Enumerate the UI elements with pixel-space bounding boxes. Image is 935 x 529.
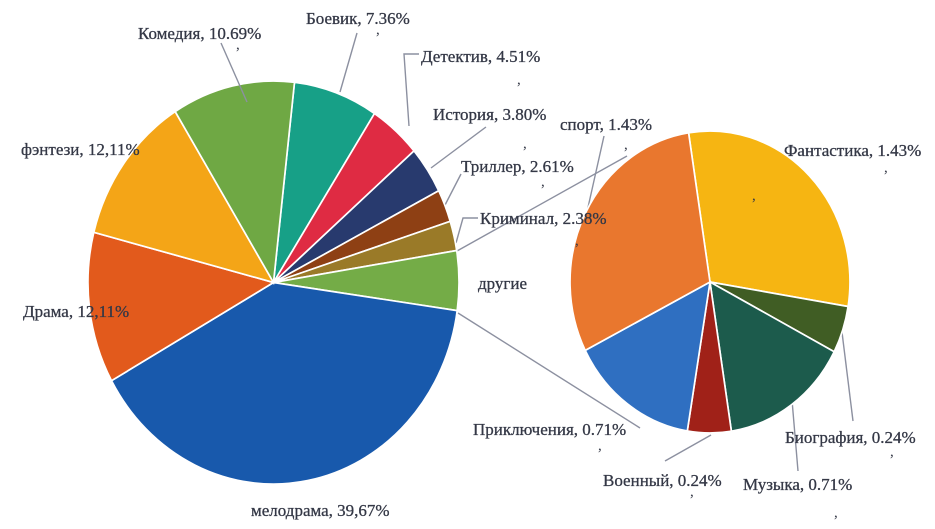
svg-text:,: , [624,137,628,153]
svg-text:,: , [690,484,694,500]
svg-text:,: , [752,188,756,204]
svg-text:Военный, 0.24%: Военный, 0.24% [603,471,722,490]
svg-text:,: , [541,174,545,190]
svg-text:Боевик, 7.36%: Боевик, 7.36% [306,9,410,28]
svg-text:,: , [598,438,602,454]
svg-text:,: , [884,160,888,176]
svg-text:другие: другие [478,274,527,293]
svg-text:Триллер, 2.61%: Триллер, 2.61% [461,157,574,176]
svg-text:Комедия, 10.69%: Комедия, 10.69% [138,24,261,43]
svg-text:Детектив, 4.51%: Детектив, 4.51% [421,47,540,66]
svg-text:,: , [523,136,527,152]
svg-text:фэнтези, 12,11%: фэнтези, 12,11% [21,140,140,159]
svg-text:Биография, 0.24%: Биография, 0.24% [785,428,916,447]
svg-text:,: , [376,22,380,38]
svg-text:,: , [575,233,579,249]
svg-text:Криминал, 2.38%: Криминал, 2.38% [480,209,606,228]
svg-text:Драма, 12,11%: Драма, 12,11% [23,302,129,321]
svg-text:,: , [890,444,894,460]
svg-text:,: , [834,505,838,521]
svg-text:Приключения, 0.71%: Приключения, 0.71% [473,420,626,439]
svg-text:Музыка, 0.71%: Музыка, 0.71% [743,475,852,494]
svg-text:мелодрама, 39,67%: мелодрама, 39,67% [251,501,390,520]
svg-text:,: , [517,72,521,88]
svg-text:Фантастика, 1.43%: Фантастика, 1.43% [784,141,921,160]
svg-text:,: , [236,37,240,53]
svg-text:История, 3.80%: История, 3.80% [433,105,546,124]
svg-text:спорт, 1.43%: спорт, 1.43% [560,115,652,134]
